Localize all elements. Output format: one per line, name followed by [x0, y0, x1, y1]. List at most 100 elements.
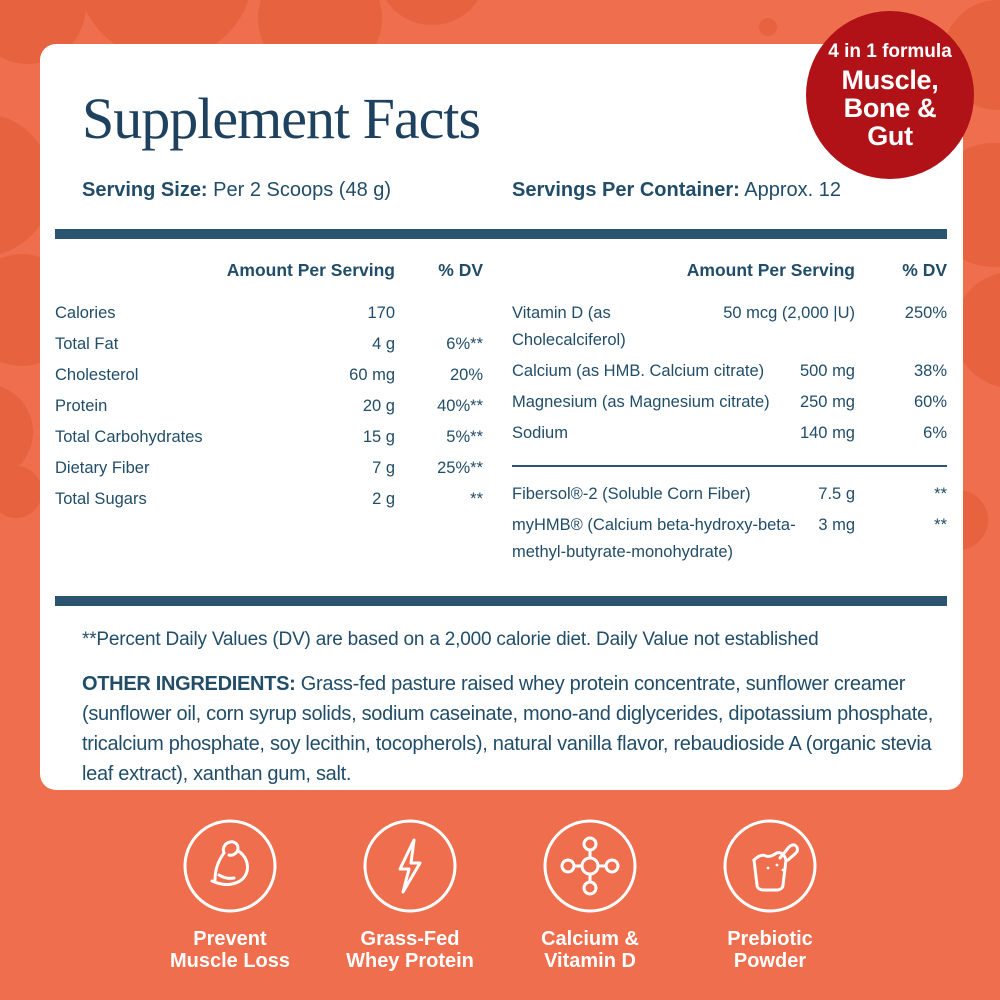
serving-size-value: Per 2 Scoops (48 g) [207, 179, 392, 201]
feature-grass-fed-whey: Grass-Fed Whey Protein [320, 818, 500, 972]
nutrient-amount: 50 mcg (2,000 |U) [723, 304, 855, 322]
other-ingredients: OTHER INGREDIENTS: Grass-fed pasture rai… [82, 669, 959, 789]
scoop-icon [723, 819, 817, 913]
nutrient-amount: 20 g [362, 397, 395, 415]
nutrient-dv: 25%** [437, 459, 483, 477]
daily-value-footnote: **Percent Daily Values (DV) are based on… [82, 629, 819, 650]
lightning-icon [363, 819, 457, 913]
nutrient-label: Magnesium (as Magnesium citrate) [512, 393, 770, 411]
thin-divider [512, 465, 947, 467]
nutrient-label: Cholesterol [55, 366, 139, 384]
nutrient-dv: 38% [913, 362, 947, 380]
servings-per-container: Servings Per Container: Approx. 12 [512, 178, 963, 202]
table-row: Calcium (as HMB. Calcium citrate) 500 mg 3… [512, 358, 947, 385]
table-row: Vitamin D (as Cholecalciferol) 50 mcg (2,… [512, 300, 947, 354]
table-row: Total Fat 4 g 6%** [55, 331, 483, 358]
nutrient-label: Dietary Fiber [55, 459, 150, 477]
nutrient-amount: 15 g [362, 428, 395, 446]
feature-prebiotic-powder: Prebiotic Powder [680, 818, 860, 972]
nutrient-label: Total Carbohydrates [55, 428, 203, 446]
percent-dv-header: % DV [902, 260, 947, 280]
nutrient-amount: 3 mg [818, 516, 855, 534]
feature-label-line: Whey Protein [346, 950, 474, 972]
feature-label-line: Muscle Loss [169, 950, 291, 972]
facts-column-left: Amount Per Serving % DV Calories 170 Total… [55, 239, 483, 569]
facts-table: Amount Per Serving % DV Calories 170 Total… [55, 239, 947, 569]
formula-badge: 4 in 1 formula Muscle, Bone & Gut [806, 11, 974, 179]
table-row: Magnesium (as Magnesium citrate) 250 mg 60… [512, 389, 947, 416]
nutrient-dv: ** [934, 516, 947, 534]
table-row: Fibersol®-2 (Soluble Corn Fiber) 7.5 g ** [512, 481, 947, 508]
feature-label: Prevent Muscle Loss [170, 928, 290, 972]
amount-per-serving-header: Amount Per Serving [226, 260, 395, 280]
feature-label-line: Grass-Fed [360, 928, 460, 950]
feature-label-line: Prevent [193, 928, 267, 950]
column-header-row: Amount Per Serving % DV [55, 257, 483, 284]
column-header-row: Amount Per Serving % DV [512, 257, 947, 284]
divider-bar-top [55, 229, 947, 239]
table-row: Protein 20 g 40%** [55, 393, 483, 420]
nutrient-label: Total Sugars [55, 490, 147, 508]
nutrient-label: Protein [55, 397, 108, 415]
header-spacer [55, 257, 227, 284]
feature-label-line: Calcium & [541, 928, 639, 950]
table-row: Total Sugars 2 g ** [55, 486, 483, 513]
nutrient-dv: ** [470, 490, 483, 508]
facts-column-right: Amount Per Serving % DV Vitamin D (as Ch… [512, 239, 947, 569]
feature-label-line: Vitamin D [544, 950, 636, 972]
feature-label: Prebiotic Powder [727, 928, 813, 972]
nutrient-amount: 60 mg [349, 366, 395, 384]
nutrient-amount: 7 g [372, 459, 395, 477]
amount-per-serving-header: Amount Per Serving [686, 260, 855, 280]
decorative-circle [759, 18, 777, 36]
nutrient-label: Total Fat [55, 335, 119, 353]
badge-title-line: Muscle, [841, 64, 939, 95]
badge-title-line: Bone & [843, 92, 937, 123]
right-table-rows-top: Vitamin D (as Cholecalciferol) 50 mcg (2,… [512, 300, 947, 447]
nutrient-label: Calcium (as HMB. Calcium citrate) [512, 362, 765, 380]
servings-per-container-label: Servings Per Container: [512, 179, 740, 201]
feature-label: Grass-Fed Whey Protein [346, 928, 474, 972]
bicep-icon [183, 819, 277, 913]
table-row: myHMB® (Calcium beta-hydroxy-beta-methyl… [512, 512, 947, 566]
nutrient-amount: 4 g [372, 335, 395, 353]
badge-title-line: Gut [867, 120, 913, 151]
feature-label-line: Powder [733, 950, 807, 972]
nutrient-label: Calories [55, 304, 116, 322]
servings-per-container-value: Approx. 12 [739, 179, 842, 201]
nutrient-label: Fibersol®-2 (Soluble Corn Fiber) [512, 485, 751, 503]
nutrient-amount: 2 g [372, 490, 395, 508]
header-spacer [512, 257, 687, 284]
nutrient-amount: 7.5 g [818, 485, 855, 503]
badge-subtitle: 4 in 1 formula [828, 40, 952, 62]
molecule-icon [543, 819, 637, 913]
nutrient-dv: 6% [923, 424, 947, 442]
right-table-rows-bottom: Fibersol®-2 (Soluble Corn Fiber) 7.5 g ** m… [512, 481, 947, 566]
table-row: Cholesterol 60 mg 20% [55, 362, 483, 389]
page-title: Supplement Facts [82, 86, 481, 151]
feature-icons-row: Prevent Muscle Loss Grass-Fed Whey Prote… [0, 818, 1000, 972]
nutrient-label: Vitamin D (as Cholecalciferol) [512, 304, 626, 349]
table-row: Sodium 140 mg 6% [512, 420, 947, 447]
feature-label-line: Prebiotic [727, 928, 813, 950]
table-row: Dietary Fiber 7 g 25%** [55, 455, 483, 482]
serving-info-row: Serving Size: Per 2 Scoops (48 g) Servin… [40, 178, 963, 202]
feature-calcium-vitamin-d: Calcium & Vitamin D [500, 818, 680, 972]
left-table-rows: Calories 170 Total Fat 4 g 6%** Cholesterol 60… [55, 300, 483, 513]
nutrient-dv: 40%** [437, 397, 483, 415]
nutrient-amount: 140 mg [799, 424, 855, 442]
nutrient-amount: 250 mg [799, 393, 855, 411]
nutrient-amount: 170 [367, 304, 395, 322]
nutrient-dv: 6%** [446, 335, 483, 353]
feature-prevent-muscle-loss: Prevent Muscle Loss [140, 818, 320, 972]
nutrient-dv: 20% [449, 366, 483, 384]
nutrient-label: Sodium [512, 424, 568, 442]
serving-size: Serving Size: Per 2 Scoops (48 g) [82, 178, 512, 202]
table-row: Total Carbohydrates 15 g 5%** [55, 424, 483, 451]
divider-bar-bottom [55, 596, 947, 606]
decorative-circle [377, 0, 487, 25]
nutrient-amount: 500 mg [799, 362, 855, 380]
other-ingredients-label: OTHER INGREDIENTS: [82, 673, 296, 695]
percent-dv-header: % DV [438, 260, 483, 280]
table-row: Calories 170 [55, 300, 483, 327]
